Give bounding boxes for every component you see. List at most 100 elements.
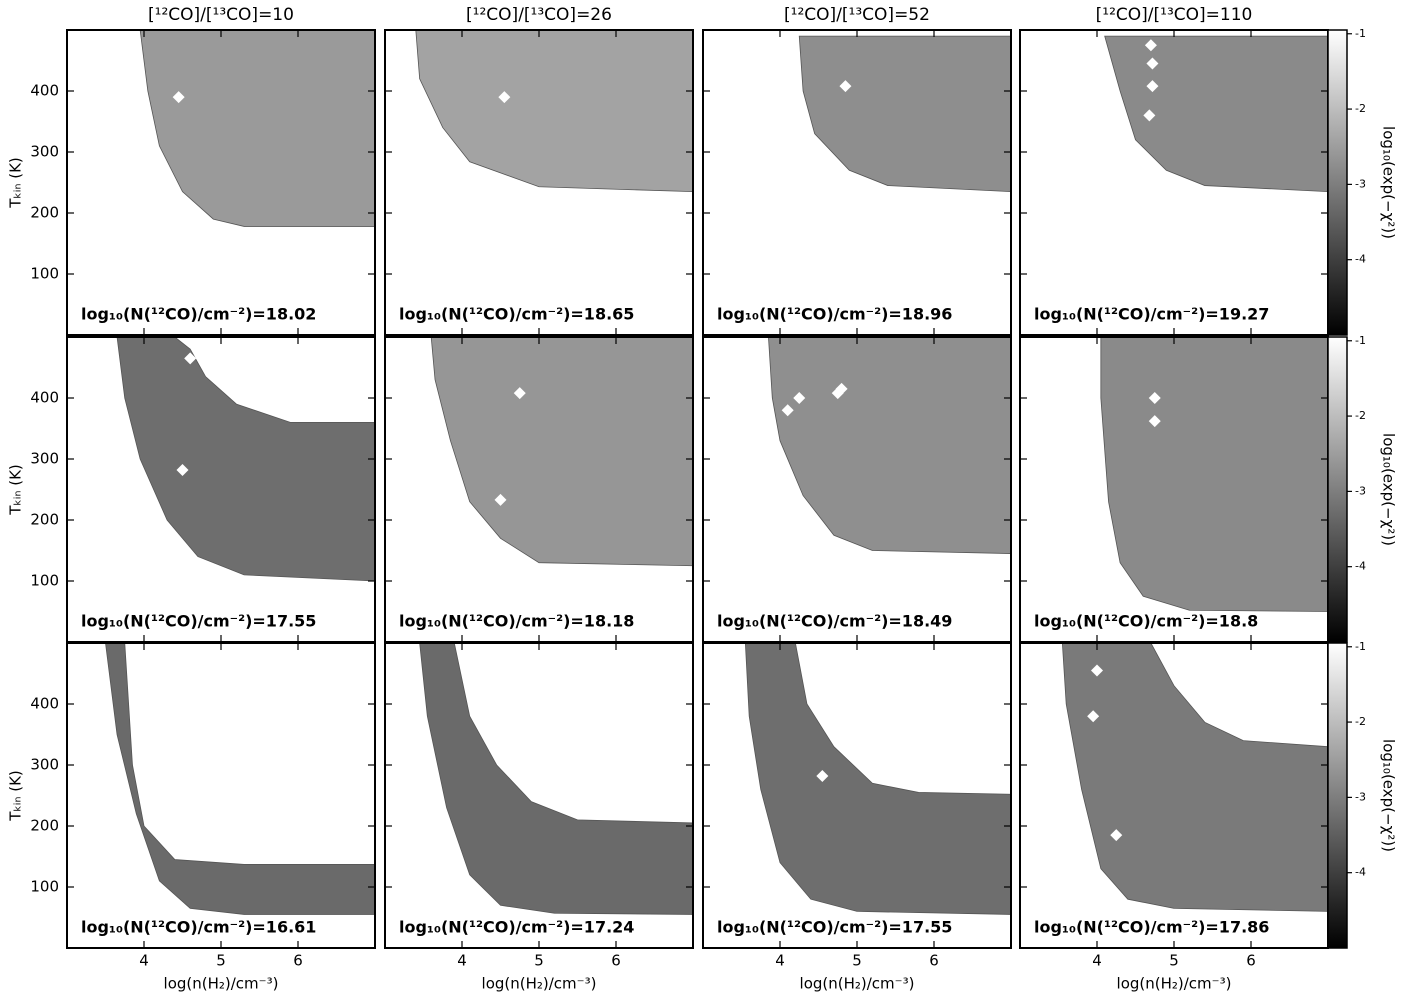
panel	[116, 337, 375, 582]
best-fit-marker	[494, 493, 507, 506]
colorbar-tick-label: -1	[1355, 334, 1366, 347]
panel	[768, 337, 1011, 554]
y-axis-label: Tₖᵢₙ (K)	[7, 770, 25, 822]
valid-region	[116, 337, 375, 582]
x-tick-label: 5	[852, 952, 862, 970]
annotation: log₁₀(N(¹²CO)/cm⁻²)=18.8	[1034, 612, 1258, 631]
colorbar-tick-label: -1	[1355, 640, 1366, 653]
colorbar-tick-label: -1	[1355, 27, 1366, 40]
best-fit-marker	[839, 80, 852, 93]
panel	[430, 337, 693, 567]
y-axis-label: Tₖᵢₙ (K)	[7, 157, 25, 209]
colorbar	[1327, 29, 1348, 336]
valid-region	[798, 35, 1011, 193]
x-tick-label: 5	[1169, 952, 1179, 970]
panel	[744, 643, 1011, 915]
colorbar	[1327, 642, 1348, 949]
colorbar-tick-label: -2	[1355, 102, 1366, 115]
best-fit-marker	[498, 91, 511, 104]
x-tick-label: 6	[611, 952, 621, 970]
y-tick-label: 400	[30, 82, 59, 100]
y-tick-label: 200	[30, 817, 59, 835]
x-axis-label: log(n(H₂)/cm⁻³)	[164, 975, 279, 993]
y-tick-label: 200	[30, 511, 59, 529]
best-fit-marker	[1144, 39, 1157, 52]
colorbar-tick-label: -2	[1355, 715, 1366, 728]
colorbar-label: log₁₀(exp(−χ²))	[1380, 126, 1398, 239]
annotation: log₁₀(N(¹²CO)/cm⁻²)=18.18	[399, 612, 634, 631]
annotation: log₁₀(N(¹²CO)/cm⁻²)=19.27	[1034, 305, 1269, 324]
annotation: log₁₀(N(¹²CO)/cm⁻²)=18.96	[717, 305, 952, 324]
valid-region	[430, 337, 693, 567]
panel	[798, 35, 1011, 193]
y-tick-label: 400	[30, 695, 59, 713]
panel	[1061, 643, 1328, 912]
best-fit-marker	[1110, 829, 1123, 842]
colorbar-label: log₁₀(exp(−χ²))	[1380, 433, 1398, 546]
annotation: log₁₀(N(¹²CO)/cm⁻²)=17.24	[399, 918, 634, 937]
y-tick-label: 300	[30, 450, 59, 468]
annotation: log₁₀(N(¹²CO)/cm⁻²)=17.86	[1034, 918, 1269, 937]
annotation: log₁₀(N(¹²CO)/cm⁻²)=18.02	[81, 305, 316, 324]
y-tick-label: 100	[30, 878, 59, 896]
colorbar-tick-label: -2	[1355, 409, 1366, 422]
colorbar-tick-label: -3	[1355, 484, 1366, 497]
panel	[139, 30, 375, 227]
y-tick-label: 400	[30, 389, 59, 407]
valid-region	[1100, 337, 1328, 612]
panel	[105, 643, 375, 915]
colorbar-tick-label: -3	[1355, 790, 1366, 803]
best-fit-marker	[816, 769, 829, 782]
panel-title: [¹²CO]/[¹³CO]=10	[148, 5, 294, 25]
colorbar-tick-label: -3	[1355, 177, 1366, 190]
panel	[1100, 337, 1328, 612]
x-tick-label: 5	[216, 952, 226, 970]
best-fit-marker	[1148, 415, 1161, 428]
valid-region	[1061, 643, 1328, 912]
valid-region	[105, 643, 375, 915]
valid-region	[139, 30, 375, 227]
y-tick-label: 300	[30, 756, 59, 774]
valid-region	[1104, 35, 1328, 193]
best-fit-marker	[1143, 109, 1156, 122]
x-axis-label: log(n(H₂)/cm⁻³)	[800, 975, 915, 993]
x-tick-label: 6	[929, 952, 939, 970]
x-tick-label: 4	[1092, 952, 1102, 970]
panel	[1104, 35, 1328, 193]
panel-title: [¹²CO]/[¹³CO]=26	[466, 5, 612, 25]
y-tick-label: 300	[30, 143, 59, 161]
best-fit-marker	[1091, 664, 1103, 677]
y-tick-label: 100	[30, 572, 59, 590]
best-fit-marker	[1146, 57, 1159, 70]
annotation: log₁₀(N(¹²CO)/cm⁻²)=18.49	[717, 612, 952, 631]
x-tick-label: 4	[457, 952, 467, 970]
valid-region	[419, 643, 693, 915]
best-fit-marker	[781, 404, 794, 417]
x-tick-label: 6	[1246, 952, 1256, 970]
best-fit-marker	[184, 352, 197, 365]
x-tick-label: 6	[293, 952, 303, 970]
best-fit-marker	[793, 392, 806, 404]
best-fit-marker	[1146, 80, 1159, 93]
best-fit-marker	[1087, 710, 1100, 723]
valid-region	[768, 337, 1011, 554]
colorbar-tick-label: -4	[1355, 560, 1366, 573]
colorbar	[1327, 336, 1348, 643]
colorbar-label: log₁₀(exp(−χ²))	[1380, 739, 1398, 852]
best-fit-marker	[513, 387, 526, 400]
panel	[415, 30, 693, 193]
annotation: log₁₀(N(¹²CO)/cm⁻²)=17.55	[717, 918, 952, 937]
y-tick-label: 100	[30, 265, 59, 283]
x-axis-label: log(n(H₂)/cm⁻³)	[1117, 975, 1232, 993]
x-tick-label: 4	[139, 952, 149, 970]
annotation: log₁₀(N(¹²CO)/cm⁻²)=16.61	[81, 918, 316, 937]
annotation: log₁₀(N(¹²CO)/cm⁻²)=17.55	[81, 612, 316, 631]
x-tick-label: 4	[775, 952, 785, 970]
colorbar-tick-label: -4	[1355, 866, 1366, 879]
x-axis-label: log(n(H₂)/cm⁻³)	[482, 975, 597, 993]
panel-title: [¹²CO]/[¹³CO]=52	[784, 5, 930, 25]
best-fit-marker	[835, 382, 848, 395]
y-axis-label: Tₖᵢₙ (K)	[7, 464, 25, 516]
panel-title: [¹²CO]/[¹³CO]=110	[1096, 5, 1253, 25]
panel	[419, 643, 693, 915]
